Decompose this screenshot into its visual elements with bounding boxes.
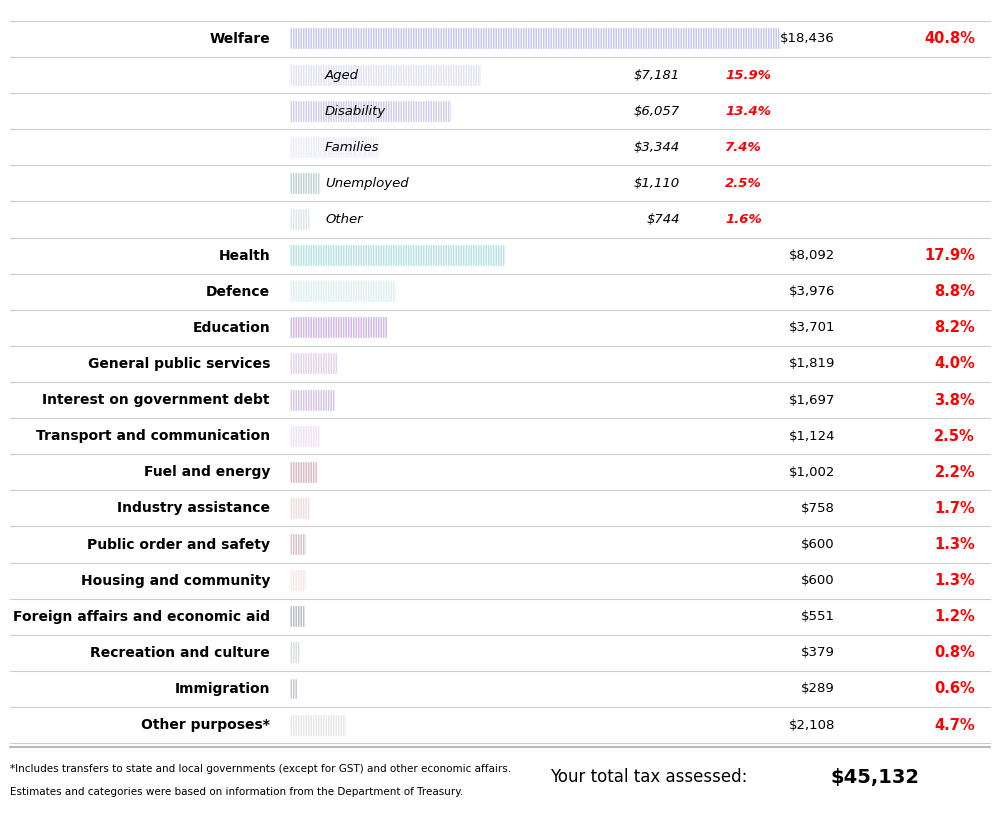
Text: Interest on government debt: Interest on government debt: [42, 393, 270, 407]
Text: $1,124: $1,124: [788, 430, 835, 443]
Text: $289: $289: [801, 682, 835, 696]
FancyBboxPatch shape: [290, 245, 505, 266]
Text: Other: Other: [325, 213, 363, 226]
Text: $1,110: $1,110: [634, 177, 680, 190]
Text: 2.5%: 2.5%: [725, 177, 762, 190]
FancyBboxPatch shape: [290, 173, 320, 194]
FancyBboxPatch shape: [290, 281, 396, 302]
FancyBboxPatch shape: [290, 498, 310, 519]
Text: $18,436: $18,436: [780, 33, 835, 45]
Text: Disability: Disability: [325, 104, 386, 118]
Text: Transport and communication: Transport and communication: [36, 429, 270, 443]
Text: Industry assistance: Industry assistance: [117, 501, 270, 515]
Text: Aged: Aged: [325, 68, 359, 82]
FancyBboxPatch shape: [290, 353, 338, 374]
Text: $1,819: $1,819: [789, 357, 835, 371]
Text: 1.3%: 1.3%: [934, 573, 975, 588]
Text: $379: $379: [801, 646, 835, 660]
Text: $600: $600: [801, 574, 835, 587]
Text: 8.2%: 8.2%: [934, 321, 975, 336]
FancyBboxPatch shape: [290, 64, 481, 85]
Text: Housing and community: Housing and community: [81, 574, 270, 588]
Text: 1.6%: 1.6%: [725, 213, 762, 226]
Text: Education: Education: [192, 321, 270, 335]
FancyBboxPatch shape: [290, 606, 305, 627]
Text: General public services: General public services: [88, 357, 270, 371]
Text: $6,057: $6,057: [634, 104, 680, 118]
Text: $1,002: $1,002: [789, 466, 835, 478]
Text: $45,132: $45,132: [830, 768, 919, 787]
Text: 1.7%: 1.7%: [934, 501, 975, 516]
FancyBboxPatch shape: [290, 679, 298, 700]
Text: $8,092: $8,092: [789, 249, 835, 262]
FancyBboxPatch shape: [290, 390, 335, 411]
FancyBboxPatch shape: [290, 426, 320, 447]
Text: 4.0%: 4.0%: [934, 357, 975, 372]
Text: 4.7%: 4.7%: [934, 717, 975, 732]
Text: Families: Families: [325, 141, 379, 154]
Text: Estimates and categories were based on information from the Department of Treasu: Estimates and categories were based on i…: [10, 787, 463, 797]
Text: Fuel and energy: Fuel and energy: [144, 465, 270, 479]
Text: 0.6%: 0.6%: [934, 681, 975, 696]
FancyBboxPatch shape: [290, 462, 317, 483]
FancyBboxPatch shape: [290, 642, 300, 663]
Text: Welfare: Welfare: [209, 32, 270, 46]
Text: 13.4%: 13.4%: [725, 104, 771, 118]
Text: Public order and safety: Public order and safety: [87, 538, 270, 552]
Text: Immigration: Immigration: [175, 682, 270, 696]
Text: Unemployed: Unemployed: [325, 177, 409, 190]
Text: 3.8%: 3.8%: [934, 392, 975, 407]
Text: $758: $758: [801, 502, 835, 515]
Text: Foreign affairs and economic aid: Foreign affairs and economic aid: [13, 610, 270, 624]
Text: $2,108: $2,108: [789, 719, 835, 731]
FancyBboxPatch shape: [290, 209, 310, 230]
Text: 17.9%: 17.9%: [924, 248, 975, 263]
Text: Defence: Defence: [206, 285, 270, 299]
Text: 2.2%: 2.2%: [934, 465, 975, 480]
Text: 8.8%: 8.8%: [934, 284, 975, 299]
FancyBboxPatch shape: [290, 101, 451, 122]
Text: Recreation and culture: Recreation and culture: [90, 645, 270, 660]
Text: $744: $744: [646, 213, 680, 226]
FancyBboxPatch shape: [290, 534, 306, 555]
Text: $600: $600: [801, 538, 835, 551]
FancyBboxPatch shape: [290, 317, 388, 338]
Text: *Includes transfers to state and local governments (except for GST) and other ec: *Includes transfers to state and local g…: [10, 764, 511, 774]
Text: $3,701: $3,701: [788, 321, 835, 334]
Text: 15.9%: 15.9%: [725, 68, 771, 82]
FancyBboxPatch shape: [290, 715, 346, 736]
Text: Other purposes*: Other purposes*: [141, 718, 270, 732]
Text: $3,976: $3,976: [789, 286, 835, 298]
FancyBboxPatch shape: [290, 570, 306, 591]
Text: 0.8%: 0.8%: [934, 645, 975, 660]
Text: $1,697: $1,697: [789, 393, 835, 407]
Text: 1.3%: 1.3%: [934, 537, 975, 552]
Text: 2.5%: 2.5%: [934, 428, 975, 443]
Text: $7,181: $7,181: [634, 68, 680, 82]
FancyBboxPatch shape: [290, 137, 379, 158]
FancyBboxPatch shape: [290, 28, 780, 49]
Text: 1.2%: 1.2%: [934, 610, 975, 625]
Text: 7.4%: 7.4%: [725, 141, 762, 154]
Text: Your total tax assessed:: Your total tax assessed:: [550, 768, 747, 787]
Text: $551: $551: [801, 610, 835, 623]
Text: 40.8%: 40.8%: [924, 32, 975, 47]
Text: Health: Health: [218, 249, 270, 263]
Text: $3,344: $3,344: [634, 141, 680, 154]
